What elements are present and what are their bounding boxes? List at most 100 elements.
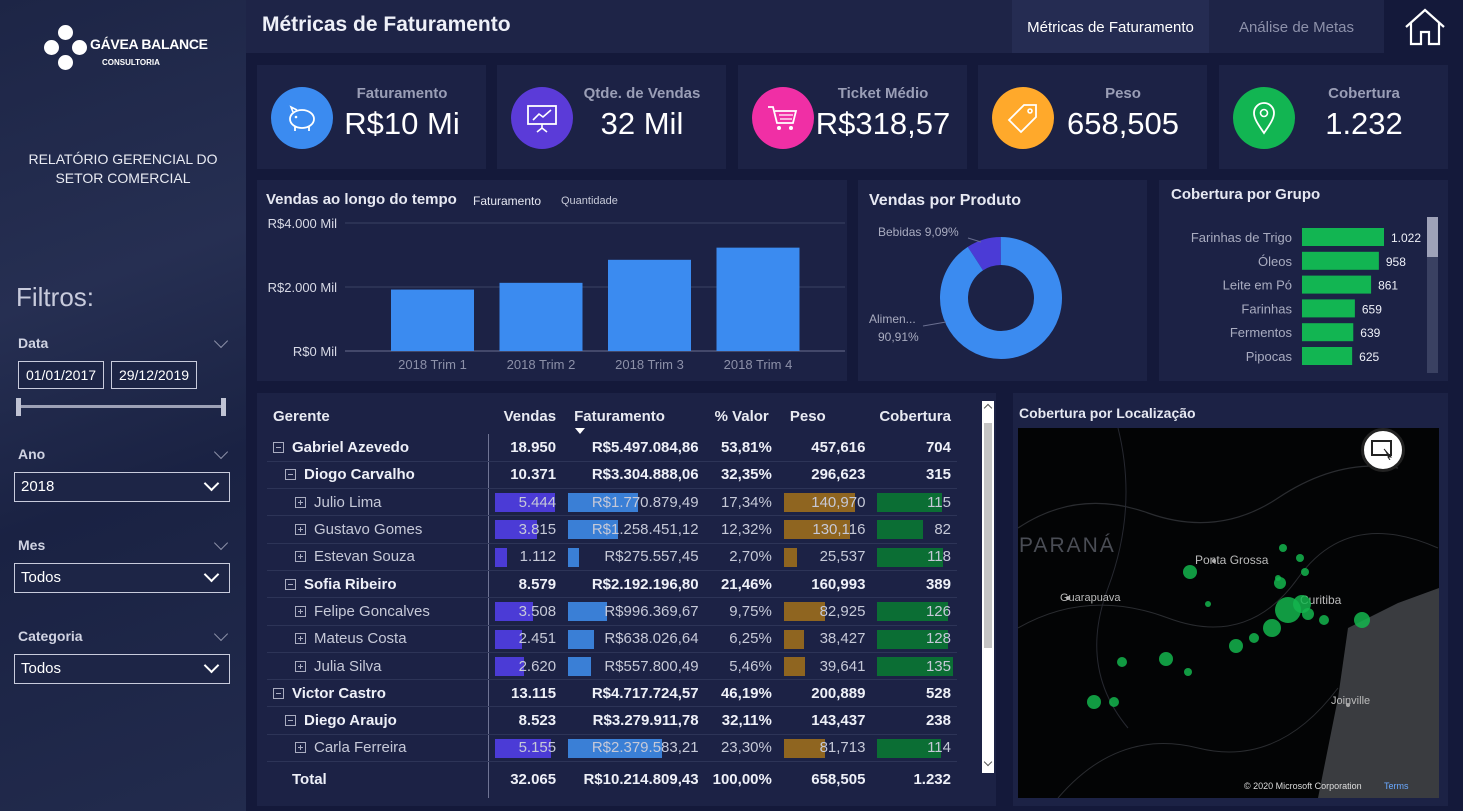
- bar-1[interactable]: [499, 282, 583, 351]
- date-end-input[interactable]: 29/12/2019: [111, 361, 197, 389]
- hbar-4[interactable]: [1302, 323, 1354, 342]
- collapse-minus-icon[interactable]: [273, 441, 284, 453]
- date-slider-end-handle[interactable]: [221, 398, 226, 416]
- map-bubble[interactable]: [1087, 695, 1101, 709]
- table-row[interactable]: Diego Araujo 8.523 R$3.279.911,78 32,11% 143…: [267, 706, 957, 735]
- category-dropdown[interactable]: Todos: [14, 654, 230, 684]
- collapse-minus-icon[interactable]: [285, 578, 296, 590]
- hbar-5[interactable]: [1302, 347, 1353, 365]
- manager-matrix-panel: Gerente Vendas Faturamento % Valor Peso …: [257, 393, 996, 806]
- cell-sales: 8.523: [488, 706, 563, 735]
- hbar-3[interactable]: [1302, 299, 1355, 318]
- column-header-vendas[interactable]: Vendas: [503, 407, 557, 425]
- row-name-cell: Estevan Souza: [267, 543, 490, 571]
- expand-plus-icon[interactable]: [295, 660, 306, 672]
- map-bubble[interactable]: [1109, 697, 1119, 707]
- month-dropdown[interactable]: Todos: [14, 563, 230, 593]
- donut-slice-0[interactable]: [967, 237, 1002, 271]
- table-row[interactable]: Julio Lima 5.444 R$1.770.879,49 17,34% 140,9…: [267, 488, 957, 517]
- date-slider-track[interactable]: [18, 405, 225, 408]
- kpi-label: Qtde. de Vendas: [583, 85, 701, 102]
- expand-plus-icon[interactable]: [295, 633, 306, 645]
- table-scrollbar[interactable]: [982, 401, 994, 773]
- map-bubble[interactable]: [1302, 608, 1314, 620]
- map-bubble[interactable]: [1263, 619, 1281, 637]
- table-row[interactable]: Felipe Goncalves 3.508 R$996.369,67 9,75% 82…: [267, 597, 957, 626]
- cell-weight: 140,970: [777, 488, 872, 517]
- donut-slice-1[interactable]: [936, 233, 1066, 363]
- cell-coverage: 82: [871, 515, 957, 544]
- table-row[interactable]: Gustavo Gomes 3.815 R$1.258.451,12 12,32% 13…: [267, 515, 957, 544]
- table-row[interactable]: Estevan Souza 1.112 R$275.557,45 2,70% 25,53…: [267, 543, 957, 571]
- expand-plus-icon[interactable]: [295, 524, 306, 536]
- column-header-peso[interactable]: Peso: [789, 407, 826, 425]
- column-header-gerente[interactable]: Gerente: [273, 407, 330, 425]
- table-row[interactable]: Mateus Costa 2.451 R$638.026,64 6,25% 38,427…: [267, 625, 957, 653]
- chevron-down-icon[interactable]: [213, 535, 229, 551]
- cell-value: 2,70%: [729, 548, 772, 566]
- collapse-minus-icon[interactable]: [273, 687, 284, 699]
- map-bubble[interactable]: [1205, 601, 1211, 607]
- expand-plus-icon[interactable]: [295, 605, 306, 617]
- tab-metricas-faturamento[interactable]: Métricas de Faturamento: [1012, 0, 1209, 53]
- cell-value: 6,25%: [729, 630, 772, 648]
- chart-scrollbar[interactable]: [1427, 217, 1438, 373]
- map-bubble[interactable]: [1275, 575, 1281, 581]
- map-bubble[interactable]: [1296, 554, 1304, 562]
- hbar-1[interactable]: [1302, 251, 1379, 270]
- map-bubble[interactable]: [1319, 615, 1329, 625]
- bar-2[interactable]: [608, 259, 691, 351]
- date-start-input[interactable]: 01/01/2017: [18, 361, 104, 389]
- cell-coverage: 118: [871, 543, 957, 571]
- table-row[interactable]: Diogo Carvalho 10.371 R$3.304.888,06 32,35%…: [267, 461, 957, 490]
- map-terms-link[interactable]: Terms: [1384, 781, 1409, 791]
- column-header-faturamento[interactable]: Faturamento: [562, 398, 704, 434]
- cell-value: 25,537: [819, 548, 866, 566]
- date-slider-start-handle[interactable]: [16, 398, 21, 416]
- table-row[interactable]: Victor Castro 13.115 R$4.717.724,57 46,19% 2…: [267, 679, 957, 708]
- column-header-cobertura[interactable]: Cobertura: [879, 407, 951, 425]
- column-header-pct-valor[interactable]: % Valor: [714, 407, 769, 425]
- map-bubble[interactable]: [1117, 657, 1127, 667]
- legend-quantidade[interactable]: Quantidade: [561, 195, 618, 207]
- table-row[interactable]: Gabriel Azevedo 18.950 R$5.497.084,86 53,81…: [267, 434, 957, 462]
- map-bubble[interactable]: [1184, 668, 1192, 676]
- map-bubble[interactable]: [1279, 544, 1287, 552]
- cell-value: 389: [925, 575, 951, 593]
- map-bubble[interactable]: [1354, 612, 1370, 628]
- chevron-down-icon[interactable]: [213, 626, 229, 642]
- cell-weight: 200,889: [777, 679, 872, 708]
- table-row[interactable]: Carla Ferreira 5.155 R$2.379.583,21 23,30% 8…: [267, 734, 957, 763]
- expand-plus-icon[interactable]: [295, 742, 306, 754]
- map-canvas[interactable]: PARANÁ Ponta Grossa Guarapuava Curitiba …: [1018, 428, 1439, 798]
- hbar-0[interactable]: [1302, 228, 1384, 246]
- expand-plus-icon[interactable]: [295, 496, 306, 508]
- coverage-by-group-panel: Cobertura por Grupo Farinhas de Trigo 1.0…: [1159, 180, 1448, 381]
- scroll-up-icon[interactable]: [983, 403, 993, 413]
- hbar-2[interactable]: [1302, 275, 1372, 294]
- map-bubble[interactable]: [1159, 652, 1173, 666]
- legend-faturamento[interactable]: Faturamento: [473, 194, 542, 208]
- scrollbar-thumb[interactable]: [984, 423, 992, 648]
- year-dropdown[interactable]: 2018: [14, 472, 230, 502]
- chevron-down-icon[interactable]: [213, 444, 229, 460]
- map-bubble[interactable]: [1249, 633, 1259, 643]
- cell-pct: 6,25%: [704, 625, 778, 653]
- map-bubble[interactable]: [1229, 639, 1243, 653]
- bar-3[interactable]: [716, 247, 800, 351]
- map-bubble[interactable]: [1301, 568, 1309, 576]
- cell-value: 160,993: [811, 575, 866, 593]
- collapse-minus-icon[interactable]: [285, 715, 296, 727]
- bar-0[interactable]: [391, 289, 474, 351]
- table-row[interactable]: Julia Silva 2.620 R$557.800,49 5,46% 39,641 1…: [267, 652, 957, 681]
- collapse-minus-icon[interactable]: [285, 469, 296, 481]
- data-bar: [495, 547, 508, 567]
- scroll-down-icon[interactable]: [983, 757, 993, 767]
- table-row[interactable]: Sofia Ribeiro 8.579 R$2.192.196,80 21,46% 16…: [267, 570, 957, 599]
- expand-plus-icon[interactable]: [295, 551, 306, 563]
- map-bubble[interactable]: [1183, 565, 1197, 579]
- home-button[interactable]: [1384, 0, 1463, 53]
- map-focus-button[interactable]: [1361, 428, 1405, 472]
- chevron-down-icon[interactable]: [213, 333, 229, 349]
- tab-analise-metas[interactable]: Análise de Metas: [1238, 19, 1355, 36]
